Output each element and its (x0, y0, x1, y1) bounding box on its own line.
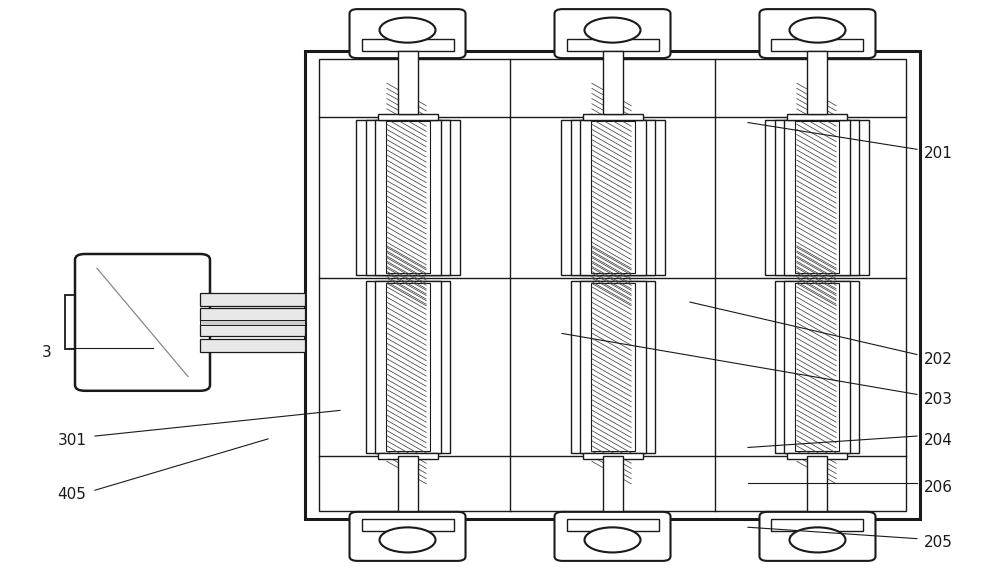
Bar (775, 281, 859, 453)
Bar (795, 121, 839, 274)
Bar (560, 120, 664, 275)
Bar (200, 293, 305, 306)
Bar (362, 519, 454, 531)
Text: 201: 201 (924, 146, 952, 161)
Bar (319, 59, 906, 511)
Bar (590, 283, 635, 451)
FancyBboxPatch shape (350, 9, 466, 58)
Bar (386, 283, 430, 451)
Bar (775, 120, 859, 275)
Ellipse shape (380, 527, 436, 552)
Bar (582, 114, 642, 120)
Bar (65, 295, 85, 349)
Bar (592, 283, 632, 451)
Bar (375, 120, 441, 275)
Bar (582, 453, 642, 459)
Bar (590, 121, 635, 274)
Ellipse shape (584, 527, 640, 552)
Text: 203: 203 (924, 392, 952, 406)
Bar (375, 281, 441, 453)
Bar (200, 320, 305, 325)
Bar (795, 283, 839, 451)
FancyBboxPatch shape (554, 512, 670, 561)
FancyBboxPatch shape (350, 512, 466, 561)
Bar (602, 51, 622, 114)
FancyBboxPatch shape (759, 512, 875, 561)
Bar (356, 120, 460, 275)
Bar (787, 114, 847, 120)
Bar (787, 453, 847, 459)
Ellipse shape (789, 18, 845, 43)
FancyBboxPatch shape (759, 9, 875, 58)
Bar (580, 120, 646, 275)
Ellipse shape (380, 18, 436, 43)
Bar (771, 519, 863, 531)
Bar (366, 281, 450, 453)
Bar (807, 51, 827, 114)
Bar (784, 120, 850, 275)
FancyBboxPatch shape (75, 254, 210, 391)
Text: 405: 405 (58, 487, 86, 502)
Bar (570, 281, 654, 453)
Bar (200, 308, 305, 321)
Bar (771, 39, 863, 51)
Bar (378, 114, 438, 120)
Bar (796, 283, 836, 451)
Bar (386, 121, 430, 274)
Ellipse shape (789, 527, 845, 552)
Bar (387, 283, 427, 451)
Text: 3: 3 (42, 345, 52, 360)
Bar (784, 281, 850, 453)
Text: 301: 301 (58, 433, 87, 447)
Bar (362, 39, 454, 51)
Bar (570, 120, 654, 275)
Bar (765, 120, 869, 275)
Bar (200, 339, 305, 352)
Bar (200, 324, 305, 336)
Text: 206: 206 (924, 480, 952, 495)
Text: 202: 202 (924, 352, 952, 367)
FancyBboxPatch shape (554, 9, 670, 58)
Bar (796, 122, 836, 273)
Bar (602, 456, 622, 511)
Text: 205: 205 (924, 535, 952, 550)
Bar (566, 39, 658, 51)
Bar (398, 456, 418, 511)
Bar (566, 519, 658, 531)
Bar (366, 120, 450, 275)
Bar (580, 281, 646, 453)
Bar (398, 51, 418, 114)
Bar (387, 122, 427, 273)
Bar (305, 51, 920, 519)
Ellipse shape (584, 18, 640, 43)
Text: 204: 204 (924, 433, 952, 447)
Bar (807, 456, 827, 511)
Bar (378, 453, 438, 459)
Bar (592, 122, 632, 273)
